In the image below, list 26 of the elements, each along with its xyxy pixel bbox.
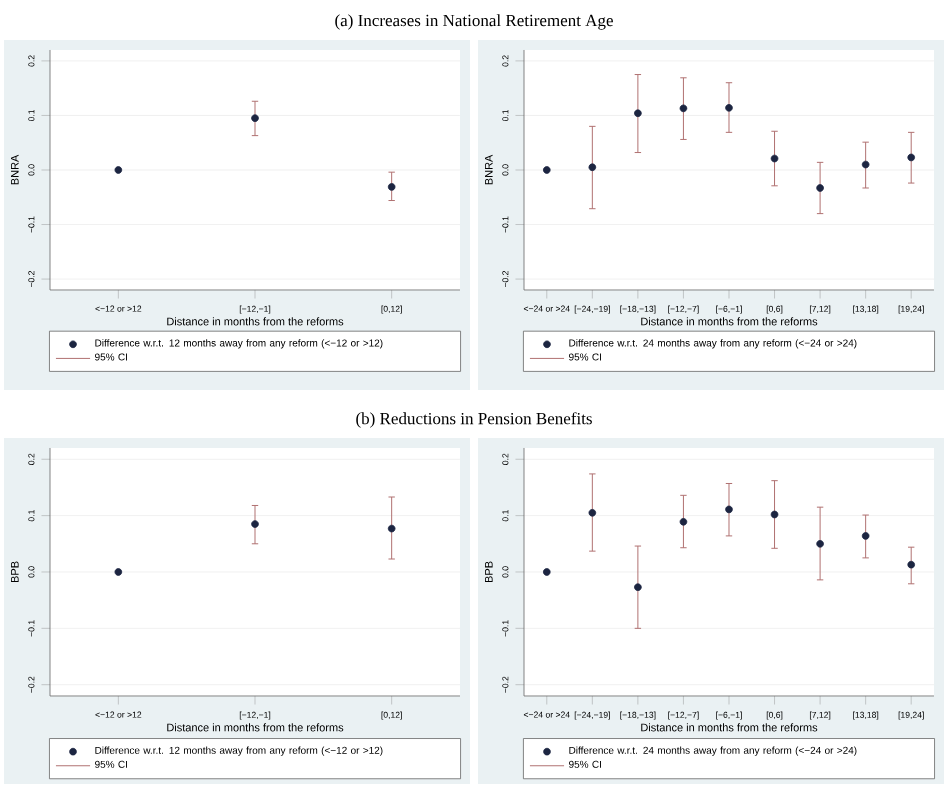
point <box>907 153 915 162</box>
point <box>861 532 870 540</box>
point <box>251 520 259 528</box>
point <box>588 163 597 172</box>
chart-title: (a) Increases in National Retirement Age <box>335 14 613 30</box>
point <box>542 166 551 174</box>
point <box>816 540 824 548</box>
point <box>634 583 642 591</box>
point <box>725 104 733 112</box>
point <box>816 184 824 192</box>
point <box>387 524 396 533</box>
point <box>634 109 642 118</box>
point <box>387 183 396 191</box>
point <box>725 505 733 514</box>
point <box>861 160 870 169</box>
point <box>542 568 551 576</box>
point <box>770 154 779 163</box>
point <box>770 510 779 519</box>
point <box>251 114 259 122</box>
point <box>907 560 915 569</box>
chart-title: (b) Reductions in Pension Benefits <box>356 412 592 428</box>
point <box>114 166 123 174</box>
point <box>679 104 688 113</box>
point <box>588 508 597 517</box>
point <box>114 568 123 576</box>
point <box>679 518 688 526</box>
